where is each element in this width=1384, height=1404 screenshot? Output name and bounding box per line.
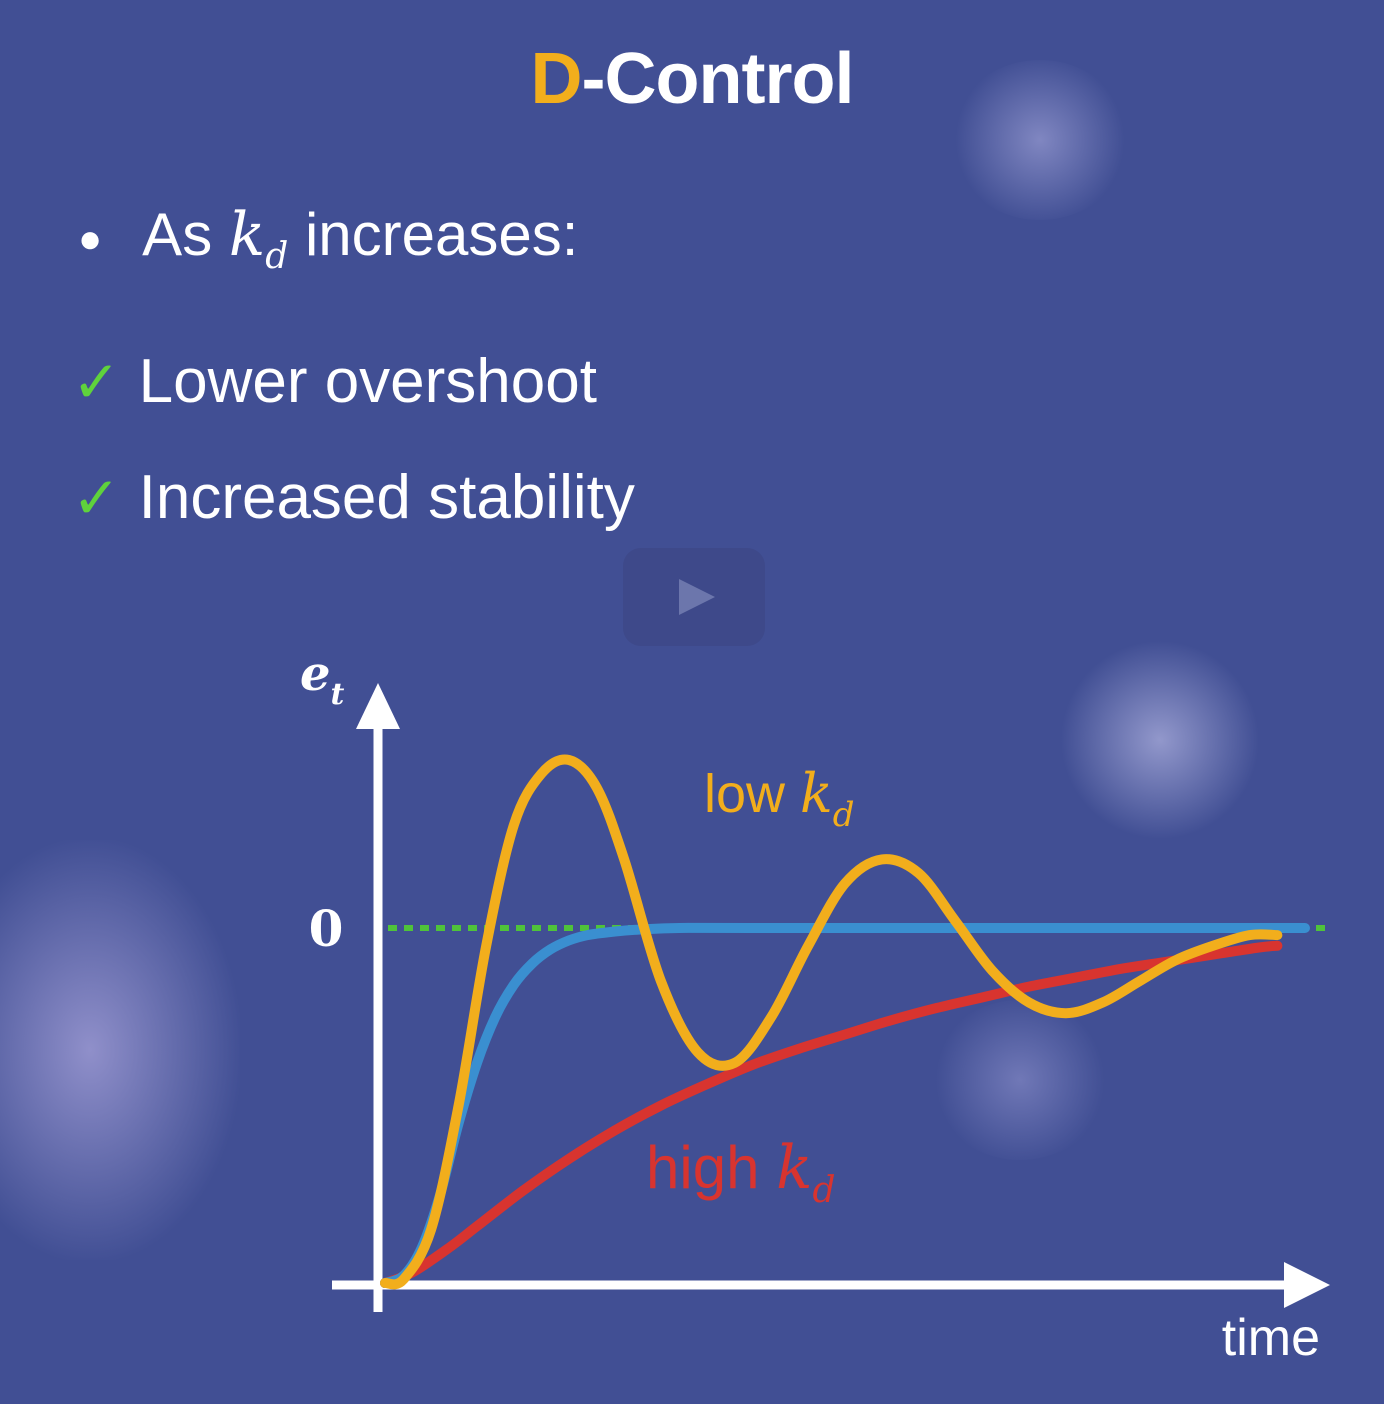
bullet-intro-suffix: increases:: [288, 201, 579, 268]
y-axis-arrow-icon: [356, 683, 400, 729]
bullet-intro: ● As kd increases:: [78, 200, 578, 277]
series-layer: [380, 754, 1310, 1290]
checkmark-icon: ✓: [72, 466, 121, 531]
series-label-high-kd-var: k: [776, 1133, 812, 1203]
y-axis-label-subscript: t: [331, 677, 345, 712]
bullet-dot-icon: ●: [78, 216, 103, 261]
series-label-low-kd-text: low: [704, 764, 800, 824]
y-axis-label: et: [300, 646, 345, 712]
x-axis-label: time: [1222, 1309, 1320, 1367]
series-label-low-kd-var: k: [800, 762, 833, 825]
series-label-low-kd: low kd: [704, 762, 855, 835]
play-icon: [679, 579, 715, 615]
series-label-high-kd-text: high: [646, 1134, 776, 1201]
series-label-low-kd-sub: d: [833, 795, 855, 835]
x-axis-arrow-icon: [1284, 1262, 1330, 1308]
series-line-low-kd: [380, 754, 1283, 1290]
check-item-label: Lower overshoot: [138, 347, 597, 416]
title-accent: D: [530, 39, 583, 119]
series-line-high-kd: [380, 940, 1283, 1288]
bullet-intro-prefix: As: [142, 201, 229, 268]
y-tick-label-zero: 0: [309, 899, 344, 958]
check-item: ✓ Increased stability: [72, 462, 635, 533]
kd-variable-base: k: [228, 200, 266, 270]
kd-variable: kd: [228, 200, 288, 277]
y-axis-label-base: e: [300, 646, 331, 702]
video-play-button[interactable]: [623, 548, 765, 646]
series-line-mid: [380, 922, 1310, 1288]
check-item-label: Increased stability: [138, 463, 635, 532]
title-rest: -Control: [581, 39, 855, 119]
page-title: D-Control: [0, 38, 1384, 120]
series-label-high-kd-sub: d: [812, 1170, 835, 1211]
check-item: ✓ Lower overshoot: [72, 346, 597, 417]
kd-variable-subscript: d: [265, 236, 289, 277]
series-label-high-kd: high kd: [646, 1133, 836, 1211]
checkmark-icon: ✓: [72, 350, 121, 415]
